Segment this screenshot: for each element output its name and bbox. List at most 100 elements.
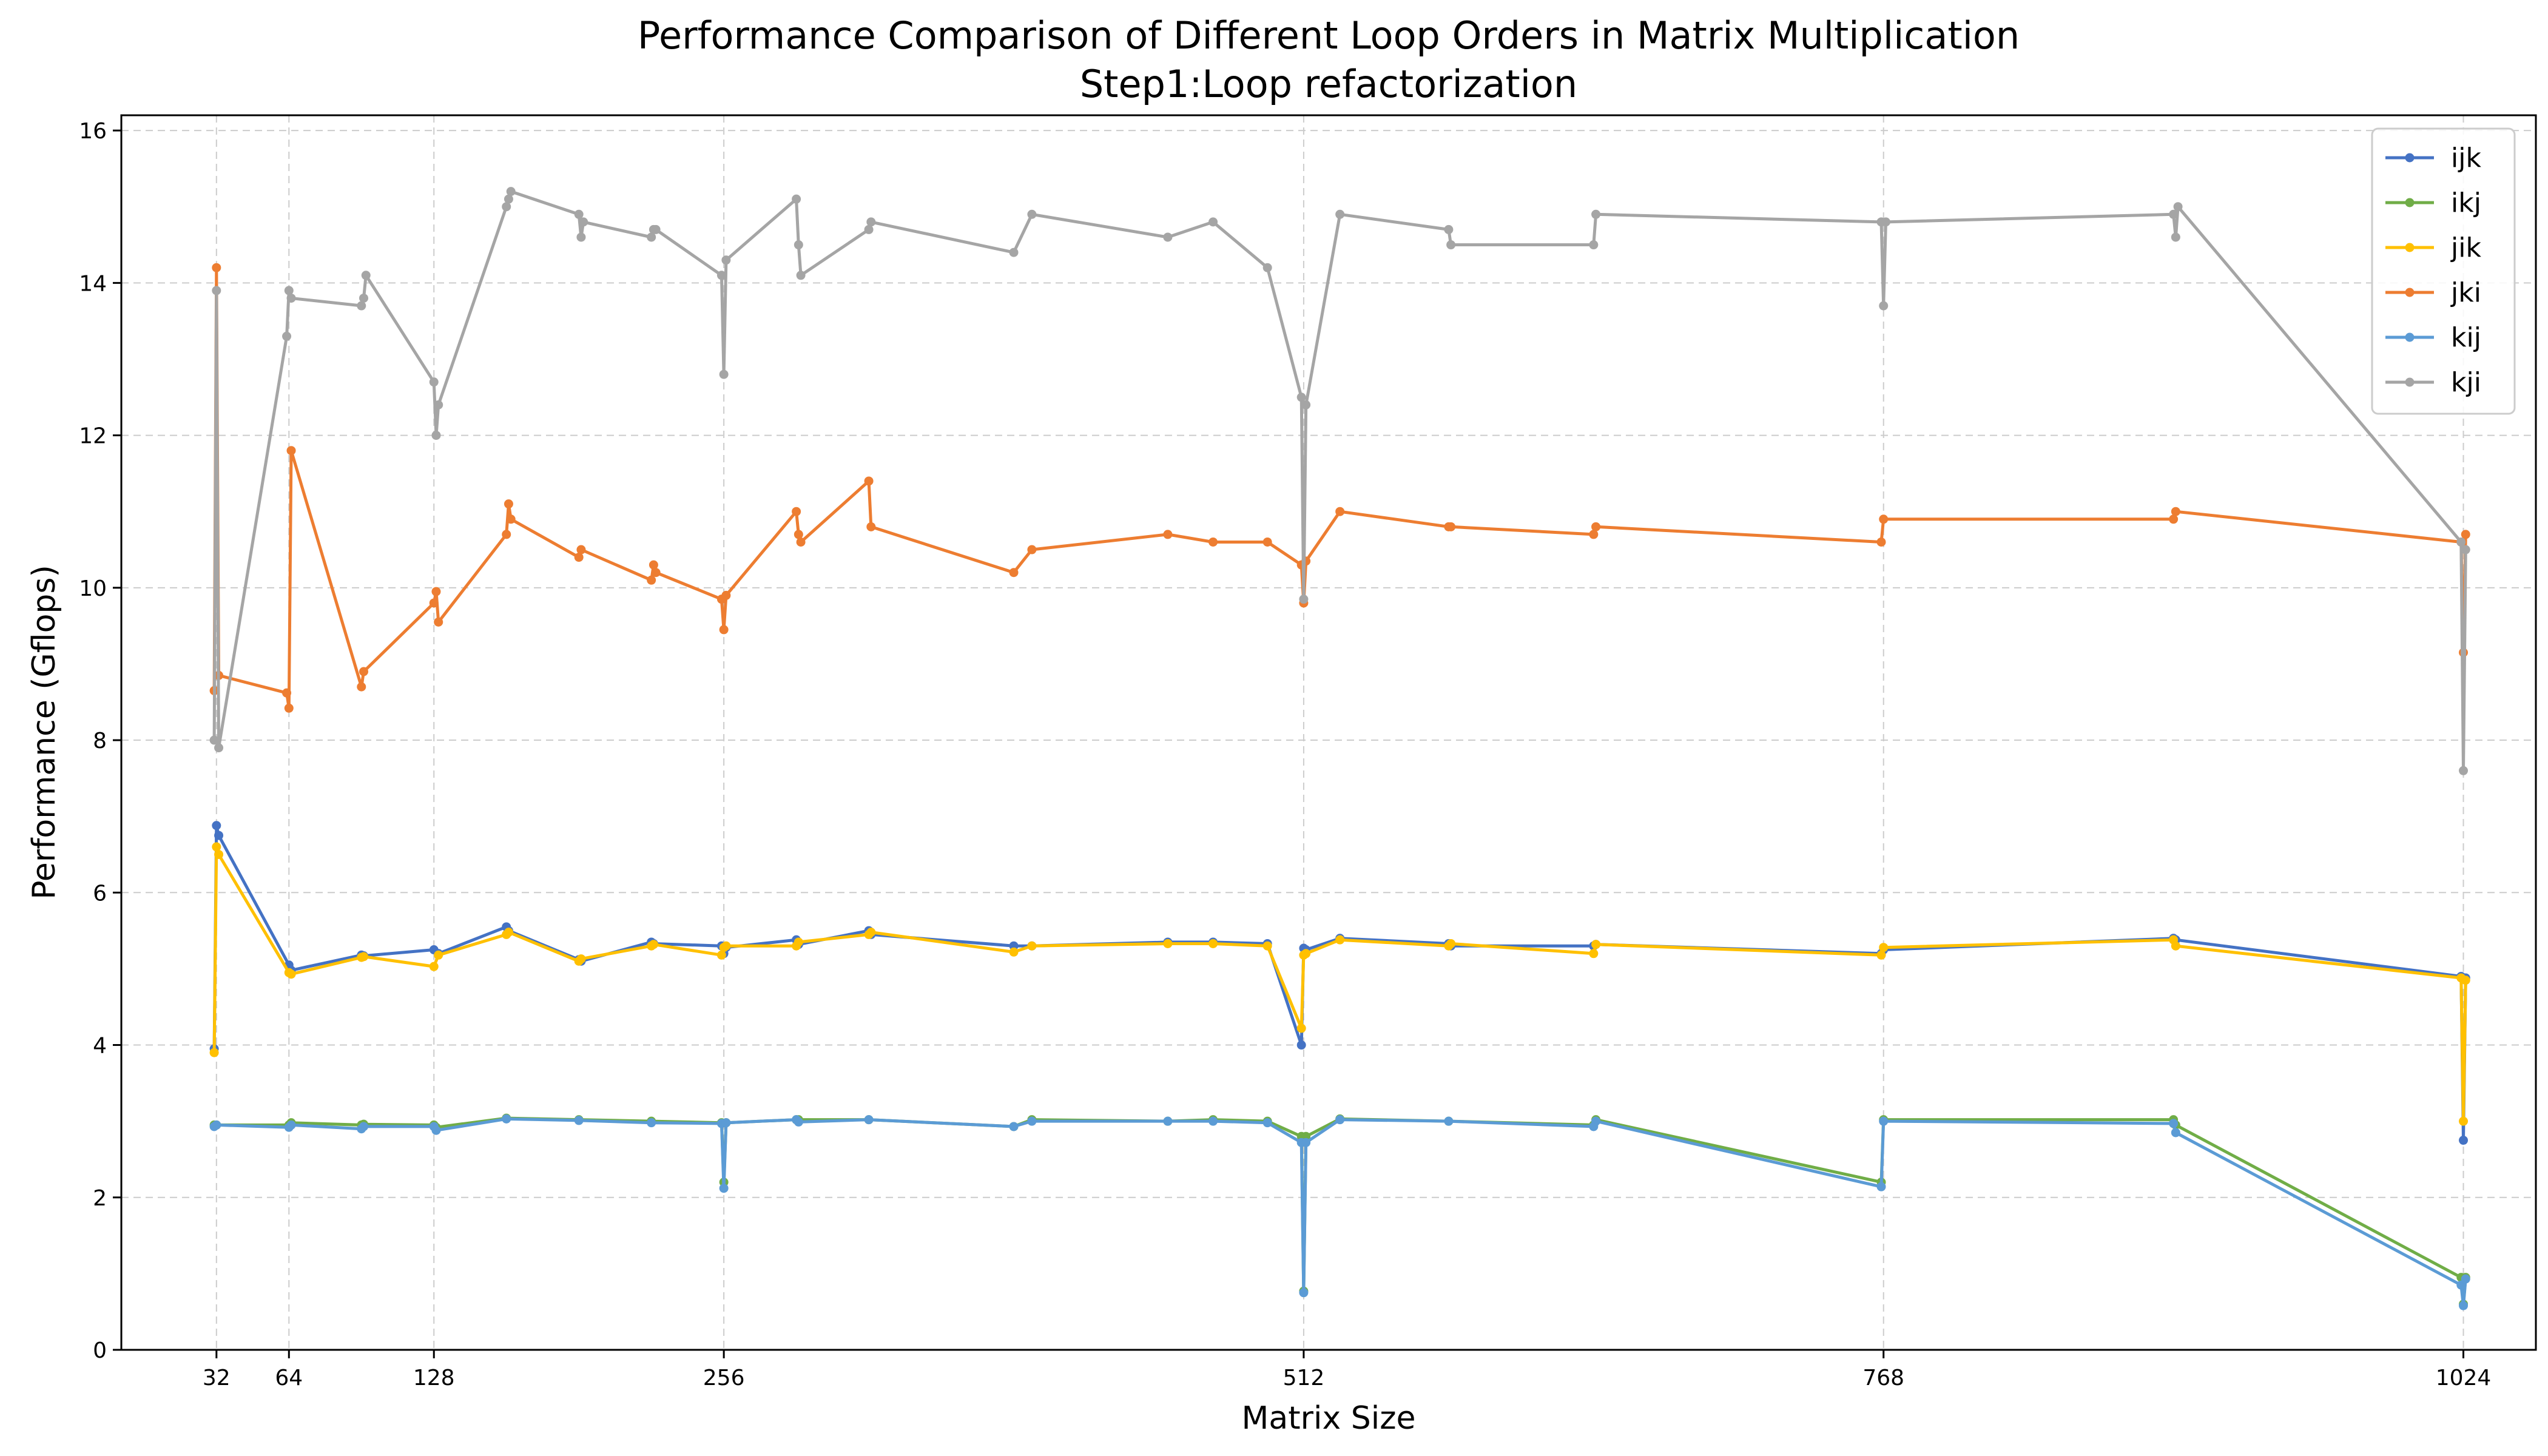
data-point-kji: [1446, 240, 1456, 250]
data-point-jki: [1262, 537, 1272, 547]
data-point-kji: [502, 202, 511, 212]
data-point-kij: [1876, 1182, 1886, 1191]
data-point-kji: [1881, 217, 1890, 227]
data-point-kij: [2459, 1301, 2469, 1310]
legend-marker-ijk: [2405, 153, 2415, 163]
data-point-kji: [434, 400, 443, 410]
data-point-jki: [651, 568, 661, 578]
data-point-jik: [1296, 1023, 1306, 1033]
data-point-jik: [576, 954, 586, 964]
x-tick-label: 32: [203, 1366, 231, 1390]
y-tick-label: 10: [79, 576, 107, 601]
data-point-jki: [1589, 530, 1599, 539]
data-point-kji: [209, 735, 219, 745]
data-point-kji: [1009, 248, 1019, 257]
legend-marker-kij: [2405, 332, 2415, 342]
data-point-kji: [1335, 209, 1345, 219]
data-point-jki: [1335, 507, 1345, 516]
data-point-jik: [504, 928, 513, 937]
data-point-kij: [1879, 1116, 1889, 1126]
data-point-kji: [579, 217, 588, 227]
data-point-kji: [2459, 766, 2469, 775]
data-point-ijk: [2459, 1136, 2469, 1145]
data-point-jki: [649, 560, 658, 570]
data-point-jik: [209, 1048, 219, 1057]
series-jki: [209, 263, 2470, 713]
data-point-kij: [2169, 1119, 2179, 1128]
data-point-jik: [1009, 947, 1019, 957]
data-point-jki: [502, 530, 511, 539]
data-point-kji: [721, 255, 731, 265]
data-point-kij: [864, 1115, 874, 1125]
legend-marker-jik: [2405, 243, 2415, 252]
data-point-jki: [866, 522, 876, 531]
data-point-kji: [504, 194, 513, 204]
data-point-jik: [214, 849, 224, 859]
data-point-ijk: [214, 831, 224, 840]
data-point-kji: [576, 232, 586, 242]
data-point-jik: [1301, 949, 1311, 959]
x-tick-label: 1024: [2436, 1366, 2492, 1390]
data-point-kji: [212, 286, 221, 295]
data-point-jik: [2459, 1116, 2469, 1126]
data-point-kji: [357, 301, 366, 311]
data-point-kij: [502, 1114, 511, 1124]
data-point-kji: [866, 217, 876, 227]
data-point-kij: [1591, 1116, 1601, 1126]
series-jik: [209, 842, 2470, 1126]
data-point-jik: [434, 950, 443, 960]
legend-label-ijk: ijk: [2451, 143, 2481, 174]
y-axis-label: Performance (Gflops): [26, 565, 62, 900]
data-point-kji: [1027, 209, 1037, 219]
y-tick-label: 0: [93, 1338, 107, 1363]
data-point-kij: [1299, 1288, 1309, 1298]
data-point-kji: [647, 232, 656, 242]
data-point-jki: [212, 263, 221, 272]
data-point-jki: [431, 587, 441, 596]
data-point-jki: [719, 625, 729, 635]
data-point-jik: [1027, 941, 1037, 951]
data-point-kji: [2461, 545, 2470, 554]
data-point-kji: [651, 224, 661, 234]
legend: ijk ikj jik jki kij kji: [2371, 127, 2516, 415]
data-point-jki: [506, 514, 516, 524]
legend-marker-kji: [2405, 377, 2415, 387]
data-point-jki: [647, 575, 656, 585]
data-point-kji: [2456, 537, 2466, 547]
data-point-jik: [2461, 976, 2470, 985]
data-point-jik: [716, 950, 726, 960]
data-point-jik: [1879, 943, 1889, 952]
data-point-jik: [1335, 935, 1345, 945]
y-tick-label: 16: [79, 119, 107, 144]
data-point-kji: [574, 209, 584, 219]
data-point-kji: [1591, 209, 1601, 219]
data-point-jki: [1163, 530, 1173, 539]
data-point-jki: [357, 682, 366, 692]
data-point-ijk: [212, 821, 221, 831]
data-point-kij: [1009, 1122, 1019, 1131]
data-point-kij: [574, 1116, 584, 1125]
data-point-jki: [434, 617, 443, 627]
data-point-jik: [2171, 941, 2180, 951]
data-point-kji: [864, 224, 874, 234]
data-point-jik: [866, 928, 876, 937]
y-tick-label: 4: [93, 1034, 107, 1059]
data-point-kij: [1444, 1116, 1454, 1126]
data-point-kji: [716, 271, 726, 280]
data-point-kji: [282, 331, 292, 341]
legend-label-ikj: ikj: [2451, 187, 2481, 218]
data-point-kij: [1262, 1118, 1272, 1128]
data-point-kji: [359, 293, 368, 303]
legend-label-kij: kij: [2451, 322, 2481, 353]
data-point-jki: [2171, 507, 2180, 516]
data-point-jik: [1591, 940, 1601, 949]
data-point-kji: [792, 194, 801, 204]
data-point-jik: [1876, 950, 1886, 960]
data-point-jik: [649, 940, 658, 949]
data-point-jki: [286, 446, 296, 456]
data-point-jki: [284, 703, 294, 713]
x-tick-label: 256: [703, 1366, 745, 1390]
chart-title: Performance Comparison of Different Loop…: [638, 13, 2020, 58]
